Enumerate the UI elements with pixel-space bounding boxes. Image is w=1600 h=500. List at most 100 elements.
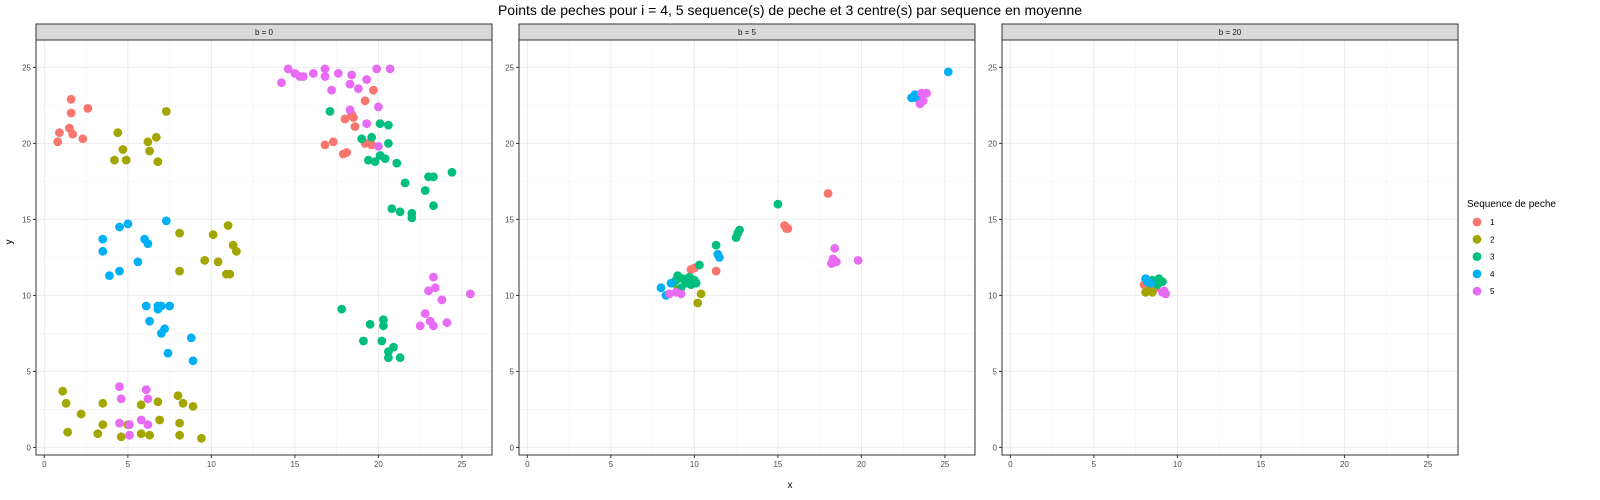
- scatter-point-seq-2: [161, 107, 171, 116]
- y-tick-label: 0: [510, 443, 515, 452]
- gridlines: [519, 40, 975, 455]
- scatter-point-seq-2: [145, 146, 155, 156]
- scatter-point-seq-5: [115, 382, 124, 391]
- legend-item: 1: [1472, 217, 1495, 227]
- scatter-point-seq-2: [232, 246, 241, 256]
- scatter-point-seq-1: [783, 224, 793, 233]
- scatter-point-seq-5: [345, 105, 355, 115]
- scatter-point-seq-4: [123, 219, 133, 229]
- scatter-point-seq-2: [143, 137, 153, 147]
- scatter-point-seq-4: [141, 301, 151, 311]
- y-tick-label: 5: [27, 367, 32, 376]
- y-axis-title: y: [4, 240, 15, 245]
- scatter-point-seq-4: [98, 234, 108, 244]
- scatter-point-seq-5: [415, 321, 425, 331]
- scatter-point-seq-1: [369, 85, 378, 95]
- scatter-point-seq-4: [156, 301, 166, 311]
- x-tick-label: 10: [207, 460, 216, 469]
- scatter-point-seq-3: [695, 260, 704, 270]
- scatter-point-seq-2: [225, 269, 235, 279]
- y-tick-label: 20: [22, 139, 31, 148]
- panel-border: [35, 39, 493, 456]
- scatter-point-seq-5: [362, 119, 372, 128]
- scatter-point-seq-2: [175, 266, 185, 276]
- scatter-point-seq-2: [93, 429, 103, 439]
- scatter-point-seq-5: [345, 79, 355, 89]
- scatter-point-seq-3: [400, 178, 410, 188]
- scatter-point-seq-4: [115, 266, 124, 276]
- scatter-point-seq-3: [365, 319, 375, 329]
- y-tick-label: 0: [27, 443, 32, 452]
- scatter-point-seq-5: [143, 394, 153, 404]
- scatter-point-seq-2: [175, 228, 185, 238]
- scatter-point-seq-5: [385, 64, 395, 74]
- scatter-point-seq-2: [197, 433, 206, 443]
- panel-background: [36, 40, 492, 455]
- scatter-point-seq-5: [1161, 289, 1171, 299]
- legend-item: 4: [1472, 269, 1495, 279]
- axis-ticks: 0 5 10 15 20 25 0 5 10 15 20 25: [505, 63, 950, 469]
- scatter-point-seq-2: [175, 418, 185, 428]
- scatter-point-seq-5: [141, 385, 151, 394]
- scatter-point-seq-5: [372, 64, 382, 74]
- facet-strip-label: b = 0: [255, 28, 274, 37]
- scatter-point-seq-1: [328, 137, 338, 147]
- scatter-point-seq-3: [357, 134, 367, 144]
- legend-key: [1472, 269, 1482, 279]
- scatter-point-seq-5: [143, 420, 153, 429]
- scatter-point-seq-2: [110, 155, 119, 165]
- legend-item: 5: [1472, 286, 1495, 296]
- x-tick-label: 25: [940, 460, 949, 469]
- scatter-point-seq-5: [374, 102, 383, 112]
- scatter-point-seq-3: [359, 336, 368, 346]
- scatter-point-seq-2: [113, 128, 123, 138]
- scatter-point-seq-5: [347, 70, 357, 80]
- legend-item: 3: [1472, 252, 1495, 262]
- scatter-point-seq-5: [830, 243, 840, 253]
- scatter-point-seq-3: [395, 353, 405, 363]
- scatter-point-seq-1: [68, 129, 78, 139]
- scatter-point-seq-4: [186, 333, 196, 343]
- scatter-point-seq-3: [392, 158, 402, 168]
- scatter-point-seq-5: [354, 84, 363, 93]
- y-tick-label: 10: [22, 291, 31, 300]
- scatter-point-seq-1: [78, 134, 88, 144]
- scatter-point-seq-3: [389, 342, 398, 352]
- scatter-point-seq-4: [666, 278, 676, 288]
- scatter-point-seq-2: [155, 415, 165, 425]
- x-tick-label: 20: [374, 460, 383, 469]
- scatter-point-seq-2: [61, 398, 71, 408]
- scatter-point-seq-2: [200, 256, 210, 265]
- facet-strip-label: b = 20: [1219, 28, 1242, 37]
- x-tick-label: 0: [42, 460, 47, 469]
- facet-panel: b = 5 0 5 10 15 20 25 0 5 10 15 20 25: [505, 23, 976, 469]
- scatter-point-seq-1: [367, 140, 377, 150]
- facet-panel: b = 20 0 5 10 15 20 25 0 5 10 15 20 25: [988, 23, 1459, 469]
- scatter-point-seq-4: [115, 222, 124, 232]
- scatter-point-seq-5: [442, 318, 452, 328]
- scatter-point-seq-5: [333, 69, 343, 78]
- y-tick-label: 25: [988, 63, 997, 72]
- scatter-point-seq-2: [136, 429, 146, 439]
- scatter-point-seq-5: [917, 88, 926, 98]
- x-tick-label: 20: [857, 460, 866, 469]
- y-tick-label: 5: [993, 367, 998, 376]
- scatter-point-seq-5: [115, 418, 124, 428]
- scatter-point-seq-5: [327, 85, 336, 95]
- scatter-point-seq-1: [66, 94, 76, 104]
- scatter-point-seq-5: [424, 286, 433, 296]
- scatter-point-seq-3: [429, 201, 438, 211]
- scatter-point-seq-4: [943, 67, 953, 77]
- scatter-point-seq-4: [160, 324, 170, 334]
- scatter-point-seq-3: [384, 120, 393, 130]
- scatter-point-seq-4: [163, 348, 173, 358]
- legend-title: Sequence de peche: [1467, 199, 1556, 210]
- scatter-point-seq-2: [76, 409, 86, 419]
- scatter-point-seq-2: [121, 155, 131, 165]
- x-tick-label: 15: [773, 460, 782, 469]
- scatter-point-seq-2: [696, 289, 706, 299]
- scatter-point-seq-5: [664, 289, 674, 299]
- scatter-point-seq-2: [188, 402, 198, 411]
- scatter-point-seq-3: [773, 199, 783, 209]
- x-tick-label: 15: [290, 460, 299, 469]
